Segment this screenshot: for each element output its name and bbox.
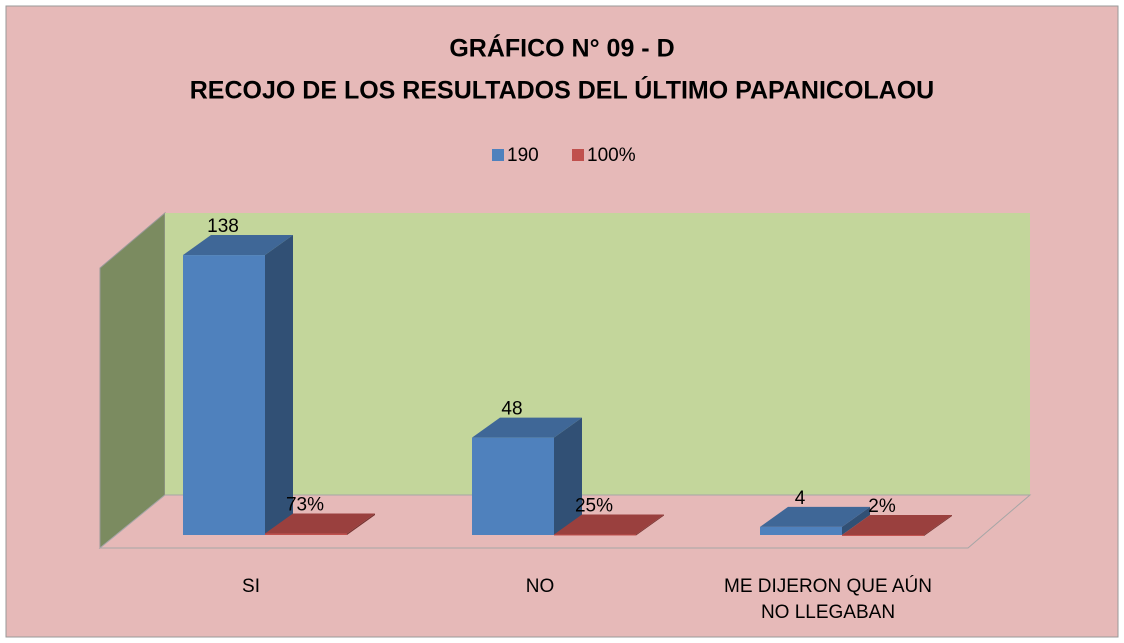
x-tick-label: ME DIJERON QUE AÚN NO LLEGABAN: [724, 576, 932, 623]
x-tick-label: SI: [242, 576, 260, 597]
bar-front: [842, 534, 924, 536]
legend-label: 190: [507, 145, 539, 166]
chart-title: GRÁFICO N° 09 - D: [449, 34, 674, 63]
bar-side: [265, 235, 293, 536]
data-label: 138: [207, 216, 239, 237]
data-label: 25%: [575, 496, 613, 517]
bar-front: [760, 526, 842, 535]
side-wall: [99, 211, 166, 550]
bar-side: [347, 513, 375, 535]
bar-top: [183, 235, 293, 256]
bar: [265, 513, 375, 535]
data-label: 73%: [286, 495, 324, 516]
bar-front: [554, 534, 636, 536]
bar-side: [924, 514, 952, 536]
data-label: 2%: [868, 496, 896, 517]
bar-top: [265, 513, 375, 534]
bar-front: [472, 437, 554, 535]
legend-swatch: [492, 149, 504, 161]
bar: [183, 235, 293, 536]
back-wall: [165, 213, 1030, 495]
bar: [760, 506, 870, 535]
bar: [554, 514, 664, 536]
legend-swatch: [572, 149, 584, 161]
bars: [183, 235, 952, 536]
data-label: 48: [501, 399, 522, 420]
bar-side: [842, 506, 870, 535]
data-label: 4: [795, 488, 806, 509]
x-tick-label: NO: [525, 576, 555, 597]
bar-top: [842, 514, 952, 535]
legend-label: 100%: [587, 145, 636, 166]
bar-front: [183, 255, 265, 536]
bar: [472, 417, 582, 535]
chart-subtitle: RECOJO DE LOS RESULTADOS DEL ÚLTIMO PAPA…: [190, 75, 934, 105]
bar-top: [554, 514, 664, 535]
bar-side: [636, 514, 664, 536]
bar-side: [554, 417, 582, 535]
bar: [842, 514, 952, 536]
bar-front: [265, 533, 347, 535]
bar-top: [760, 506, 870, 527]
bar-top: [472, 417, 582, 438]
